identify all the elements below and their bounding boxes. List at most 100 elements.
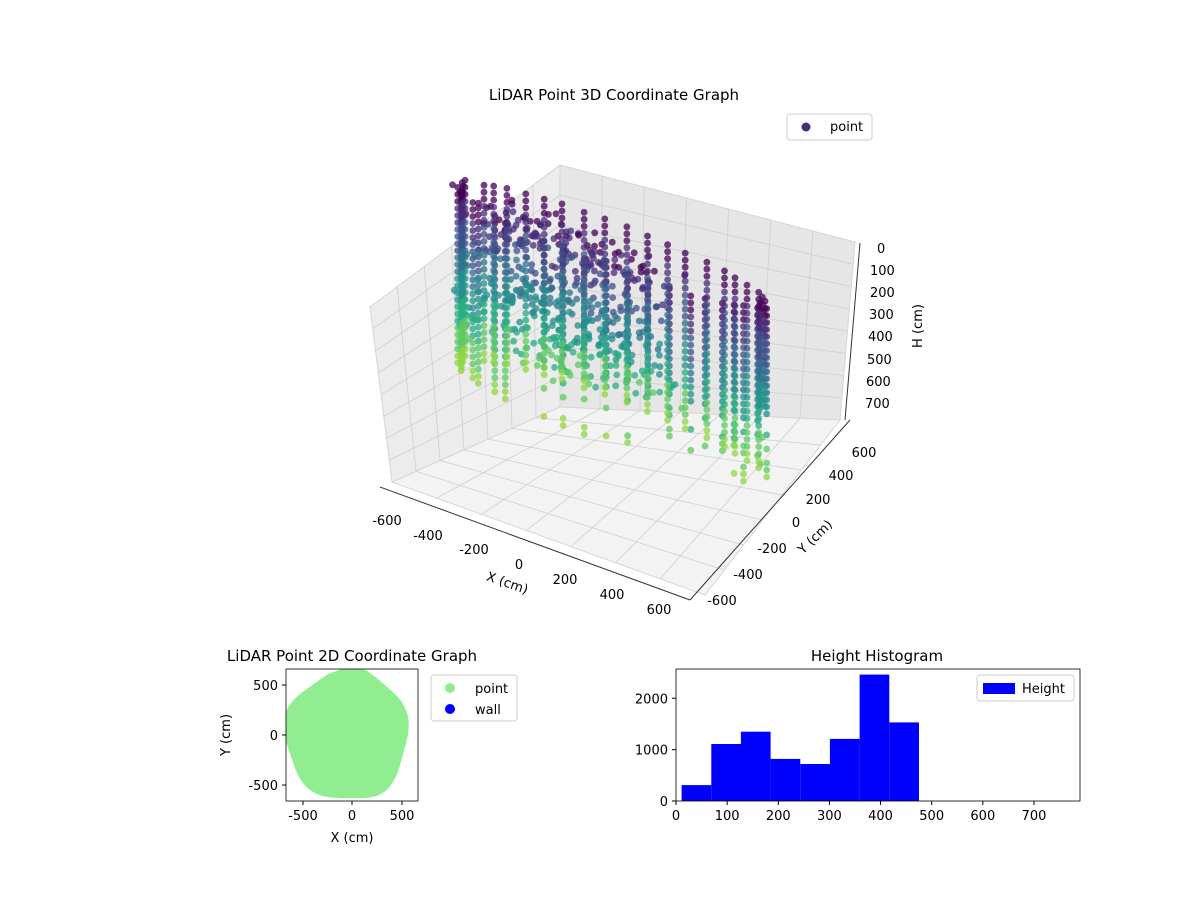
- point-3d-marker: [743, 302, 751, 310]
- point-3d-marker: [721, 414, 728, 422]
- point-3d-marker: [743, 429, 751, 436]
- point-3d-marker: [721, 330, 728, 338]
- point-3d-marker: [461, 254, 469, 261]
- point-3d-marker: [623, 384, 631, 392]
- point-3d-marker: [740, 477, 747, 485]
- point-3d-marker: [553, 333, 561, 341]
- histogram-bars: [681, 674, 919, 801]
- point-3d-marker: [461, 289, 469, 296]
- point-3d-marker: [490, 252, 498, 260]
- point-3d-marker: [623, 230, 631, 238]
- point-3d-marker: [743, 415, 751, 422]
- point-3d-marker: [558, 277, 566, 285]
- x-3d-axis-label: X (cm): [484, 570, 530, 598]
- point-3d-marker: [480, 322, 488, 329]
- legend-3d: point: [786, 113, 873, 141]
- point-3d-marker: [687, 320, 695, 328]
- point-3d-marker: [558, 319, 566, 327]
- point-3d-marker: [755, 415, 763, 423]
- point-3d-marker: [469, 290, 477, 298]
- point-3d-marker: [580, 321, 588, 328]
- point-3d-marker: [743, 295, 751, 303]
- point-3d-marker: [703, 371, 711, 378]
- point-3d-marker: [681, 256, 689, 264]
- point-3d-marker: [540, 209, 548, 217]
- point-3d-marker: [755, 317, 763, 324]
- point-3d-marker: [522, 218, 530, 226]
- histogram-y-tick-label: 1000: [635, 744, 668, 759]
- point-3d-marker: [503, 318, 511, 326]
- point-3d-marker: [644, 323, 651, 331]
- point-3d-marker: [580, 342, 588, 349]
- point-3d-marker: [503, 311, 511, 319]
- point-3d-marker: [503, 297, 511, 305]
- point-3d-marker: [681, 277, 689, 285]
- point-3d-marker: [730, 469, 738, 477]
- point-3d-marker: [721, 302, 728, 310]
- point-3d-marker: [743, 387, 751, 394]
- point-3d-marker: [512, 347, 520, 355]
- histogram-x-tick-label: 200: [766, 809, 791, 824]
- point-3d-marker: [721, 400, 728, 408]
- point-3d-marker: [548, 284, 556, 292]
- point-3d-marker: [664, 346, 671, 354]
- point-3d-marker: [580, 229, 588, 237]
- point-3d-marker: [657, 317, 665, 325]
- point-3d-marker: [601, 391, 609, 398]
- point-3d-marker: [586, 297, 594, 305]
- point-3d-marker: [664, 367, 671, 375]
- point-3d-marker: [614, 351, 622, 358]
- grid-line-3d: [415, 470, 725, 571]
- point-3d-marker: [471, 238, 478, 246]
- point-3d-marker: [763, 410, 771, 418]
- point-3d-marker: [503, 206, 511, 213]
- point-3d-marker: [755, 394, 763, 401]
- point-3d-marker: [475, 199, 482, 207]
- point-3d-marker: [687, 390, 695, 398]
- point-3d-marker: [644, 394, 651, 401]
- point-3d-marker: [461, 261, 469, 268]
- point-3d-marker: [644, 373, 651, 380]
- point-3d-marker: [731, 407, 739, 415]
- point-3d-marker: [480, 259, 488, 266]
- point-3d-marker: [522, 351, 530, 359]
- point-3d-marker: [731, 400, 739, 408]
- point-3d-marker: [490, 323, 498, 330]
- point-3d-marker: [656, 371, 663, 378]
- x-2d-tick-labels: -500 0 500: [288, 801, 414, 824]
- point-3d-marker: [664, 283, 671, 291]
- point-3d-marker: [644, 281, 651, 289]
- point-3d-marker: [721, 443, 728, 450]
- point-3d-marker: [608, 238, 616, 246]
- point-3d-marker: [721, 288, 728, 296]
- x-3d-tick-label: 200: [553, 573, 578, 588]
- point-3d-marker: [623, 237, 631, 245]
- legend-2d: point wall: [430, 674, 518, 722]
- point-3d-marker: [461, 282, 469, 289]
- legend-3d-label: point: [830, 120, 863, 135]
- point-3d-marker: [743, 408, 751, 415]
- point-3d-marker: [743, 380, 751, 387]
- y-3d-tick-label: -200: [757, 542, 787, 557]
- point-3d-marker: [514, 216, 522, 224]
- point-3d-marker: [558, 355, 566, 362]
- point-3d-marker: [630, 249, 638, 257]
- point-3d-marker: [503, 290, 511, 298]
- point-3d-marker: [571, 267, 579, 275]
- point-3d-marker: [580, 349, 588, 357]
- point-3d-marker: [469, 325, 477, 333]
- point-3d-marker: [743, 436, 751, 443]
- point-3d-marker: [474, 260, 482, 268]
- point-3d-marker: [731, 449, 739, 457]
- point-3d-marker: [601, 250, 609, 258]
- point-3d-marker: [743, 337, 751, 345]
- point-3d-marker: [495, 291, 503, 299]
- point-3d-marker: [566, 289, 573, 296]
- histogram-bar: [770, 758, 801, 801]
- point-3d-marker: [522, 302, 530, 310]
- point-3d-marker: [623, 244, 631, 252]
- point-3d-marker: [469, 346, 477, 354]
- point-3d-marker: [553, 354, 561, 362]
- point-3d-marker: [601, 278, 609, 286]
- point-3d-marker: [664, 262, 671, 270]
